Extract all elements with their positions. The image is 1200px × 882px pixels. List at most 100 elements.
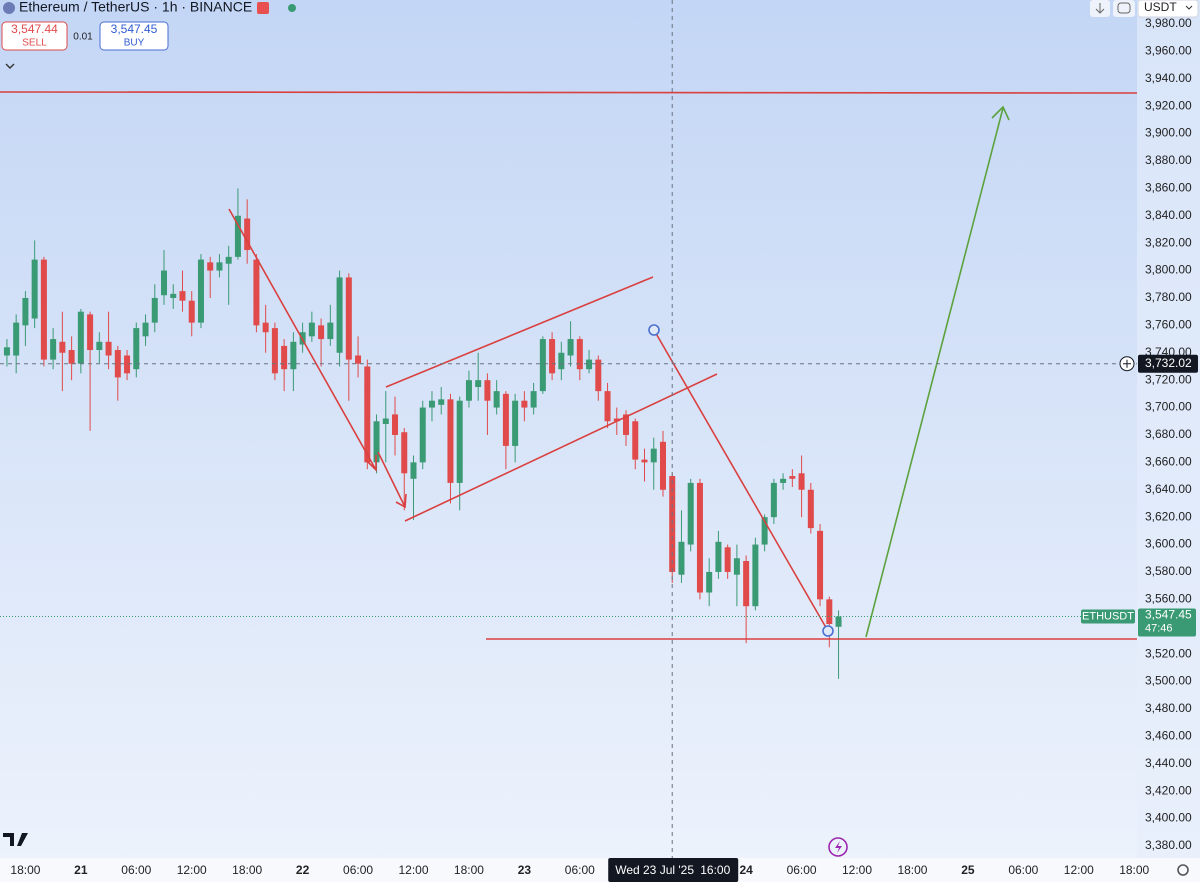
candle-body: [50, 339, 57, 360]
y-tick-label: 3,880.00: [1145, 153, 1192, 167]
candle-body: [549, 339, 556, 374]
x-tick-label: 12:00: [842, 863, 872, 877]
candle-body: [447, 399, 454, 483]
y-tick-label: 3,580.00: [1145, 564, 1192, 578]
candle-body: [40, 259, 47, 360]
x-tick-label: 06:00: [343, 863, 373, 877]
candle-body: [604, 391, 611, 422]
axes: 3,380.00 3,400.00 3,420.00 3,440.00 3,460.00…: [10, 16, 1192, 877]
candle-body: [114, 350, 121, 378]
x-tick-label: 21: [74, 863, 88, 877]
y-tick-label: 3,640.00: [1145, 482, 1192, 496]
candle-body: [428, 400, 435, 408]
candle-body: [31, 259, 38, 319]
candle-body: [530, 391, 537, 408]
candle-body: [345, 277, 352, 360]
x-tick-label: 18:00: [232, 863, 262, 877]
handle: [822, 625, 834, 637]
crosshair-price-box: [1138, 354, 1198, 373]
overlay: [0, 0, 1137, 858]
candle-body: [752, 544, 759, 607]
resistance-line: [0, 91, 1138, 94]
buy-button[interactable]: [99, 21, 169, 51]
y-tick-label: 3,780.00: [1145, 290, 1192, 304]
candle-body: [706, 571, 713, 593]
candle-body: [696, 482, 703, 593]
y-tick-label: 3,900.00: [1145, 126, 1192, 140]
tv-logo: [3, 833, 28, 846]
candle-body: [392, 414, 399, 435]
last-price-box: [1138, 608, 1196, 637]
y-tick-label: 3,920.00: [1145, 98, 1192, 112]
candle-body: [595, 359, 602, 392]
candle-body: [124, 355, 131, 374]
candle-body: [364, 366, 371, 463]
candle-body: [68, 350, 75, 364]
candle-body: [567, 339, 574, 356]
candle-body: [197, 259, 204, 323]
candle-body: [807, 489, 814, 529]
spread: 0.01: [73, 32, 93, 43]
events-icon[interactable]: [828, 837, 848, 857]
candle-body: [826, 599, 833, 625]
x-tick-label: 23: [518, 863, 532, 877]
candle-body: [743, 560, 750, 607]
candle-body: [761, 517, 768, 545]
candle-body: [105, 341, 112, 356]
y-tick-label: 3,380.00: [1145, 838, 1192, 852]
sell-button[interactable]: [1, 21, 68, 51]
symbol-tag-box: [1081, 609, 1135, 624]
handle: [648, 324, 660, 336]
candle-body: [77, 311, 84, 364]
y-tick-label: 3,480.00: [1145, 701, 1192, 715]
y-tick-label: 3,440.00: [1145, 756, 1192, 770]
candle-body: [715, 541, 722, 572]
candle-body: [188, 300, 195, 323]
y-tick-label: 3,680.00: [1145, 427, 1192, 441]
candle-body: [207, 262, 214, 271]
scale-icon: [1117, 2, 1131, 14]
candle-body: [623, 414, 630, 435]
candle-body: [770, 482, 777, 518]
candle-body: [733, 558, 740, 575]
currency-chevron: [1185, 5, 1193, 10]
candle-body: [170, 293, 177, 298]
candle-body: [835, 616, 842, 627]
flag-icon: [257, 2, 269, 14]
currency-button[interactable]: [1137, 0, 1199, 18]
candle-body: [512, 400, 519, 446]
candle-body: [216, 262, 223, 271]
currency: USDT: [1144, 0, 1177, 14]
candle-body: [632, 421, 639, 460]
candle-body: [161, 270, 168, 296]
candle-body: [789, 476, 796, 479]
candle-body: [484, 380, 491, 401]
candle-body: [438, 399, 445, 405]
candle-body: [687, 482, 694, 545]
candle-body: [327, 322, 334, 340]
x-tick-label: 12:00: [177, 863, 207, 877]
candle-body: [419, 407, 426, 463]
y-tick-label: 3,660.00: [1145, 455, 1192, 469]
symbol-icon: [3, 2, 15, 14]
collapse-chevron[interactable]: [5, 63, 15, 69]
x-tick-label: 18:00: [897, 863, 927, 877]
candle-body: [22, 297, 29, 326]
y-tick-label: 3,400.00: [1145, 811, 1192, 825]
settings-icon[interactable]: [1177, 864, 1189, 876]
y-tick-label: 3,720.00: [1145, 372, 1192, 386]
y-tick-label: 3,860.00: [1145, 181, 1192, 195]
candle-body: [678, 541, 685, 575]
candle-body: [641, 459, 648, 463]
y-tick-label: 3,960.00: [1145, 44, 1192, 58]
crosshair-time-box: [608, 858, 739, 882]
candle-body: [401, 432, 408, 474]
y-tick-label: 3,460.00: [1145, 729, 1192, 743]
x-tick-label: 25: [961, 863, 975, 877]
y-tick-label: 3,760.00: [1145, 318, 1192, 332]
x-tick-label: 24: [739, 863, 753, 877]
candle-body: [475, 380, 482, 388]
candle-body: [780, 478, 787, 483]
